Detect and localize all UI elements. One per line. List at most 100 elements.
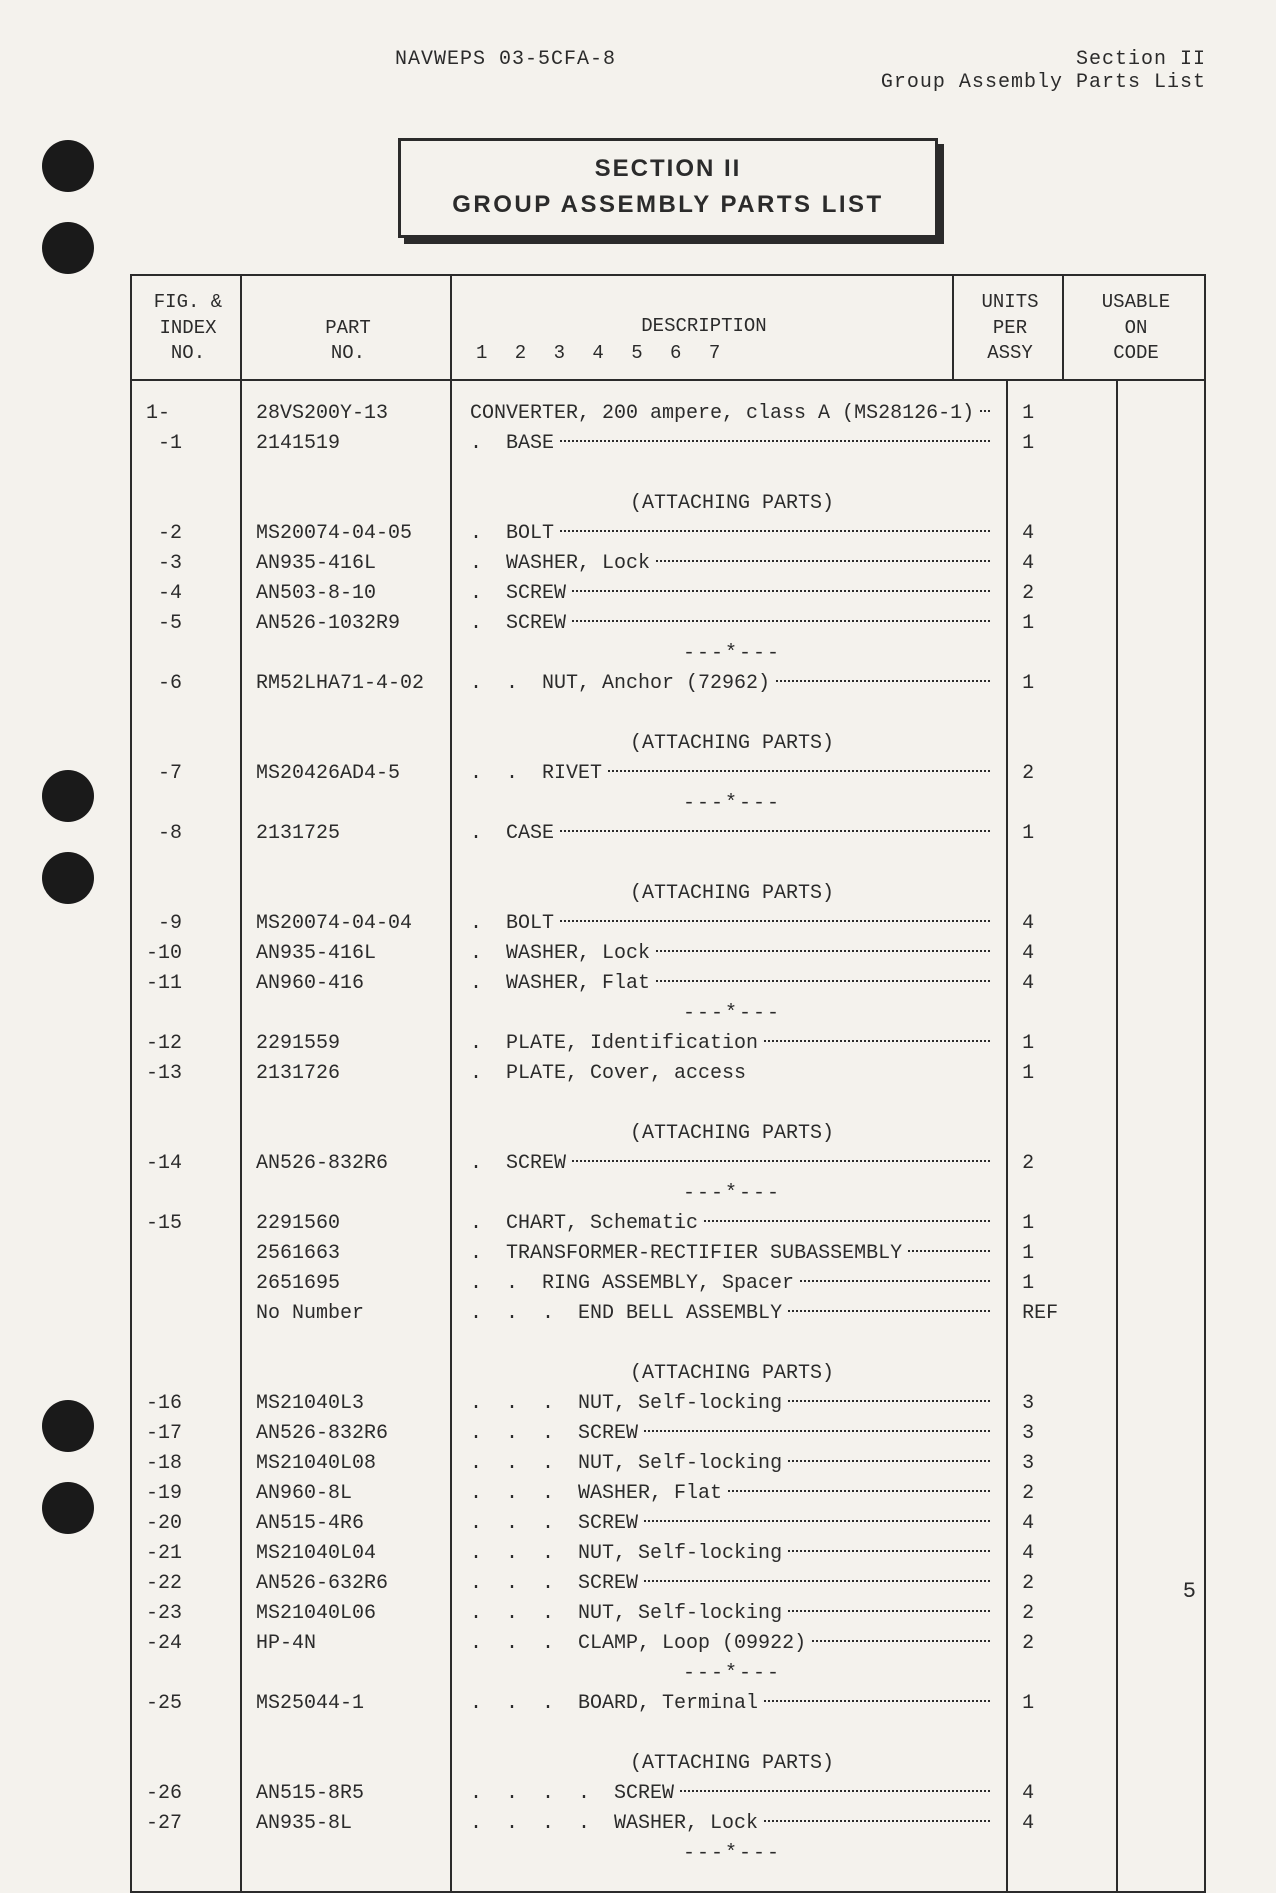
table-cell: [1132, 609, 1246, 639]
table-cell: AN935-416L: [256, 939, 438, 969]
table-cell: 1: [1022, 1029, 1104, 1059]
separator-line: ---*---: [470, 639, 994, 669]
table-cell: -18: [146, 1449, 228, 1479]
table-cell: AN526-832R6: [256, 1149, 438, 1179]
leader-dots: [644, 1580, 990, 1582]
page-header: NAVWEPS 03-5CFA-8 Section II Group Assem…: [130, 48, 1206, 94]
header-center: NAVWEPS 03-5CFA-8: [395, 48, 616, 94]
table-cell: [256, 999, 438, 1029]
table-cell: [1132, 1449, 1246, 1479]
table-cell: [256, 1359, 438, 1389]
leader-dots: [788, 1550, 990, 1552]
page-number: 5: [1183, 1579, 1196, 1604]
binder-hole: [42, 770, 94, 822]
table-cell: [146, 1359, 228, 1389]
description-cell: . BOLT: [470, 519, 994, 549]
table-cell: [1022, 879, 1104, 909]
table-cell: [1132, 1239, 1246, 1269]
table-cell: -14: [146, 1149, 228, 1179]
table-cell: [1132, 819, 1246, 849]
description-cell: . SCREW: [470, 1149, 994, 1179]
table-cell: 4: [1022, 939, 1104, 969]
table-cell: [1132, 699, 1246, 729]
table-cell: -17: [146, 1419, 228, 1449]
title-line2: GROUP ASSEMBLY PARTS LIST: [425, 191, 911, 219]
description-cell: . . NUT, Anchor (72962): [470, 669, 994, 699]
table-cell: 2: [1022, 1569, 1104, 1599]
table-cell: [1132, 1329, 1246, 1359]
table-cell: -4: [146, 579, 228, 609]
table-cell: [256, 1749, 438, 1779]
leader-dots: [656, 980, 990, 982]
table-cell: [146, 1329, 228, 1359]
leader-dots: [560, 830, 990, 832]
description-cell: . . . END BELL ASSEMBLY: [470, 1299, 994, 1329]
table-cell: 2291560: [256, 1209, 438, 1239]
leader-dots: [764, 1820, 990, 1822]
table-cell: MS21040L06: [256, 1599, 438, 1629]
table-cell: [1132, 669, 1246, 699]
table-cell: [1022, 1749, 1104, 1779]
table-cell: -23: [146, 1599, 228, 1629]
table-cell: [256, 1119, 438, 1149]
table-cell: 1: [1022, 429, 1104, 459]
table-cell: 1: [1022, 819, 1104, 849]
table-cell: 1: [1022, 399, 1104, 429]
table-cell: [1132, 1359, 1246, 1389]
table-cell: [1132, 1119, 1246, 1149]
leader-dots: [560, 920, 990, 922]
description-cell: . CHART, Schematic: [470, 1209, 994, 1239]
table-cell: [256, 789, 438, 819]
table-cell: [1132, 1389, 1246, 1419]
table-cell: [256, 639, 438, 669]
table-cell: [256, 489, 438, 519]
th-description-label: DESCRIPTION: [466, 314, 942, 340]
table-cell: [1022, 489, 1104, 519]
table-cell: [146, 1119, 228, 1149]
section-title-box: SECTION II GROUP ASSEMBLY PARTS LIST: [398, 138, 938, 238]
table-cell: AN960-416: [256, 969, 438, 999]
description-cell: . . . . SCREW: [470, 1779, 994, 1809]
description-cell: . BOLT: [470, 909, 994, 939]
table-cell: [1132, 1269, 1246, 1299]
table-cell: -15: [146, 1209, 228, 1239]
table-cell: [146, 1239, 228, 1269]
leader-dots: [776, 680, 990, 682]
table-cell: MS20074-04-04: [256, 909, 438, 939]
table-cell: [256, 699, 438, 729]
th-description-indent-guide: 1 2 3 4 5 6 7: [466, 341, 942, 367]
table-cell: 3: [1022, 1449, 1104, 1479]
leader-dots: [980, 410, 990, 412]
table-cell: -3: [146, 549, 228, 579]
description-cell: . . RIVET: [470, 759, 994, 789]
table-cell: -11: [146, 969, 228, 999]
table-cell: [1132, 1659, 1246, 1689]
table-cell: [1132, 1209, 1246, 1239]
table-cell: [1022, 459, 1104, 489]
table-cell: AN515-8R5: [256, 1779, 438, 1809]
description-cell: . BASE: [470, 429, 994, 459]
table-cell: [1132, 879, 1246, 909]
th-usable: USABLE ON CODE: [1064, 276, 1204, 381]
description-cell: . . . WASHER, Flat: [470, 1479, 994, 1509]
leader-dots: [572, 590, 990, 592]
table-cell: 2291559: [256, 1029, 438, 1059]
table-cell: [1132, 999, 1246, 1029]
col-units: 114421121444112111REF333244222144: [1008, 381, 1118, 1891]
table-cell: [1132, 909, 1246, 939]
table-cell: [146, 1089, 228, 1119]
table-cell: [1022, 1089, 1104, 1119]
table-cell: -5: [146, 609, 228, 639]
table-cell: 4: [1022, 549, 1104, 579]
table-cell: [146, 729, 228, 759]
table-cell: [1132, 1479, 1246, 1509]
table-cell: [256, 1839, 438, 1869]
table-cell: [146, 789, 228, 819]
page: NAVWEPS 03-5CFA-8 Section II Group Assem…: [0, 0, 1276, 1644]
binder-hole: [42, 140, 94, 192]
table-cell: [1022, 1179, 1104, 1209]
table-cell: 2: [1022, 579, 1104, 609]
table-cell: [146, 879, 228, 909]
table-cell: -7: [146, 759, 228, 789]
table-cell: [1132, 399, 1246, 429]
